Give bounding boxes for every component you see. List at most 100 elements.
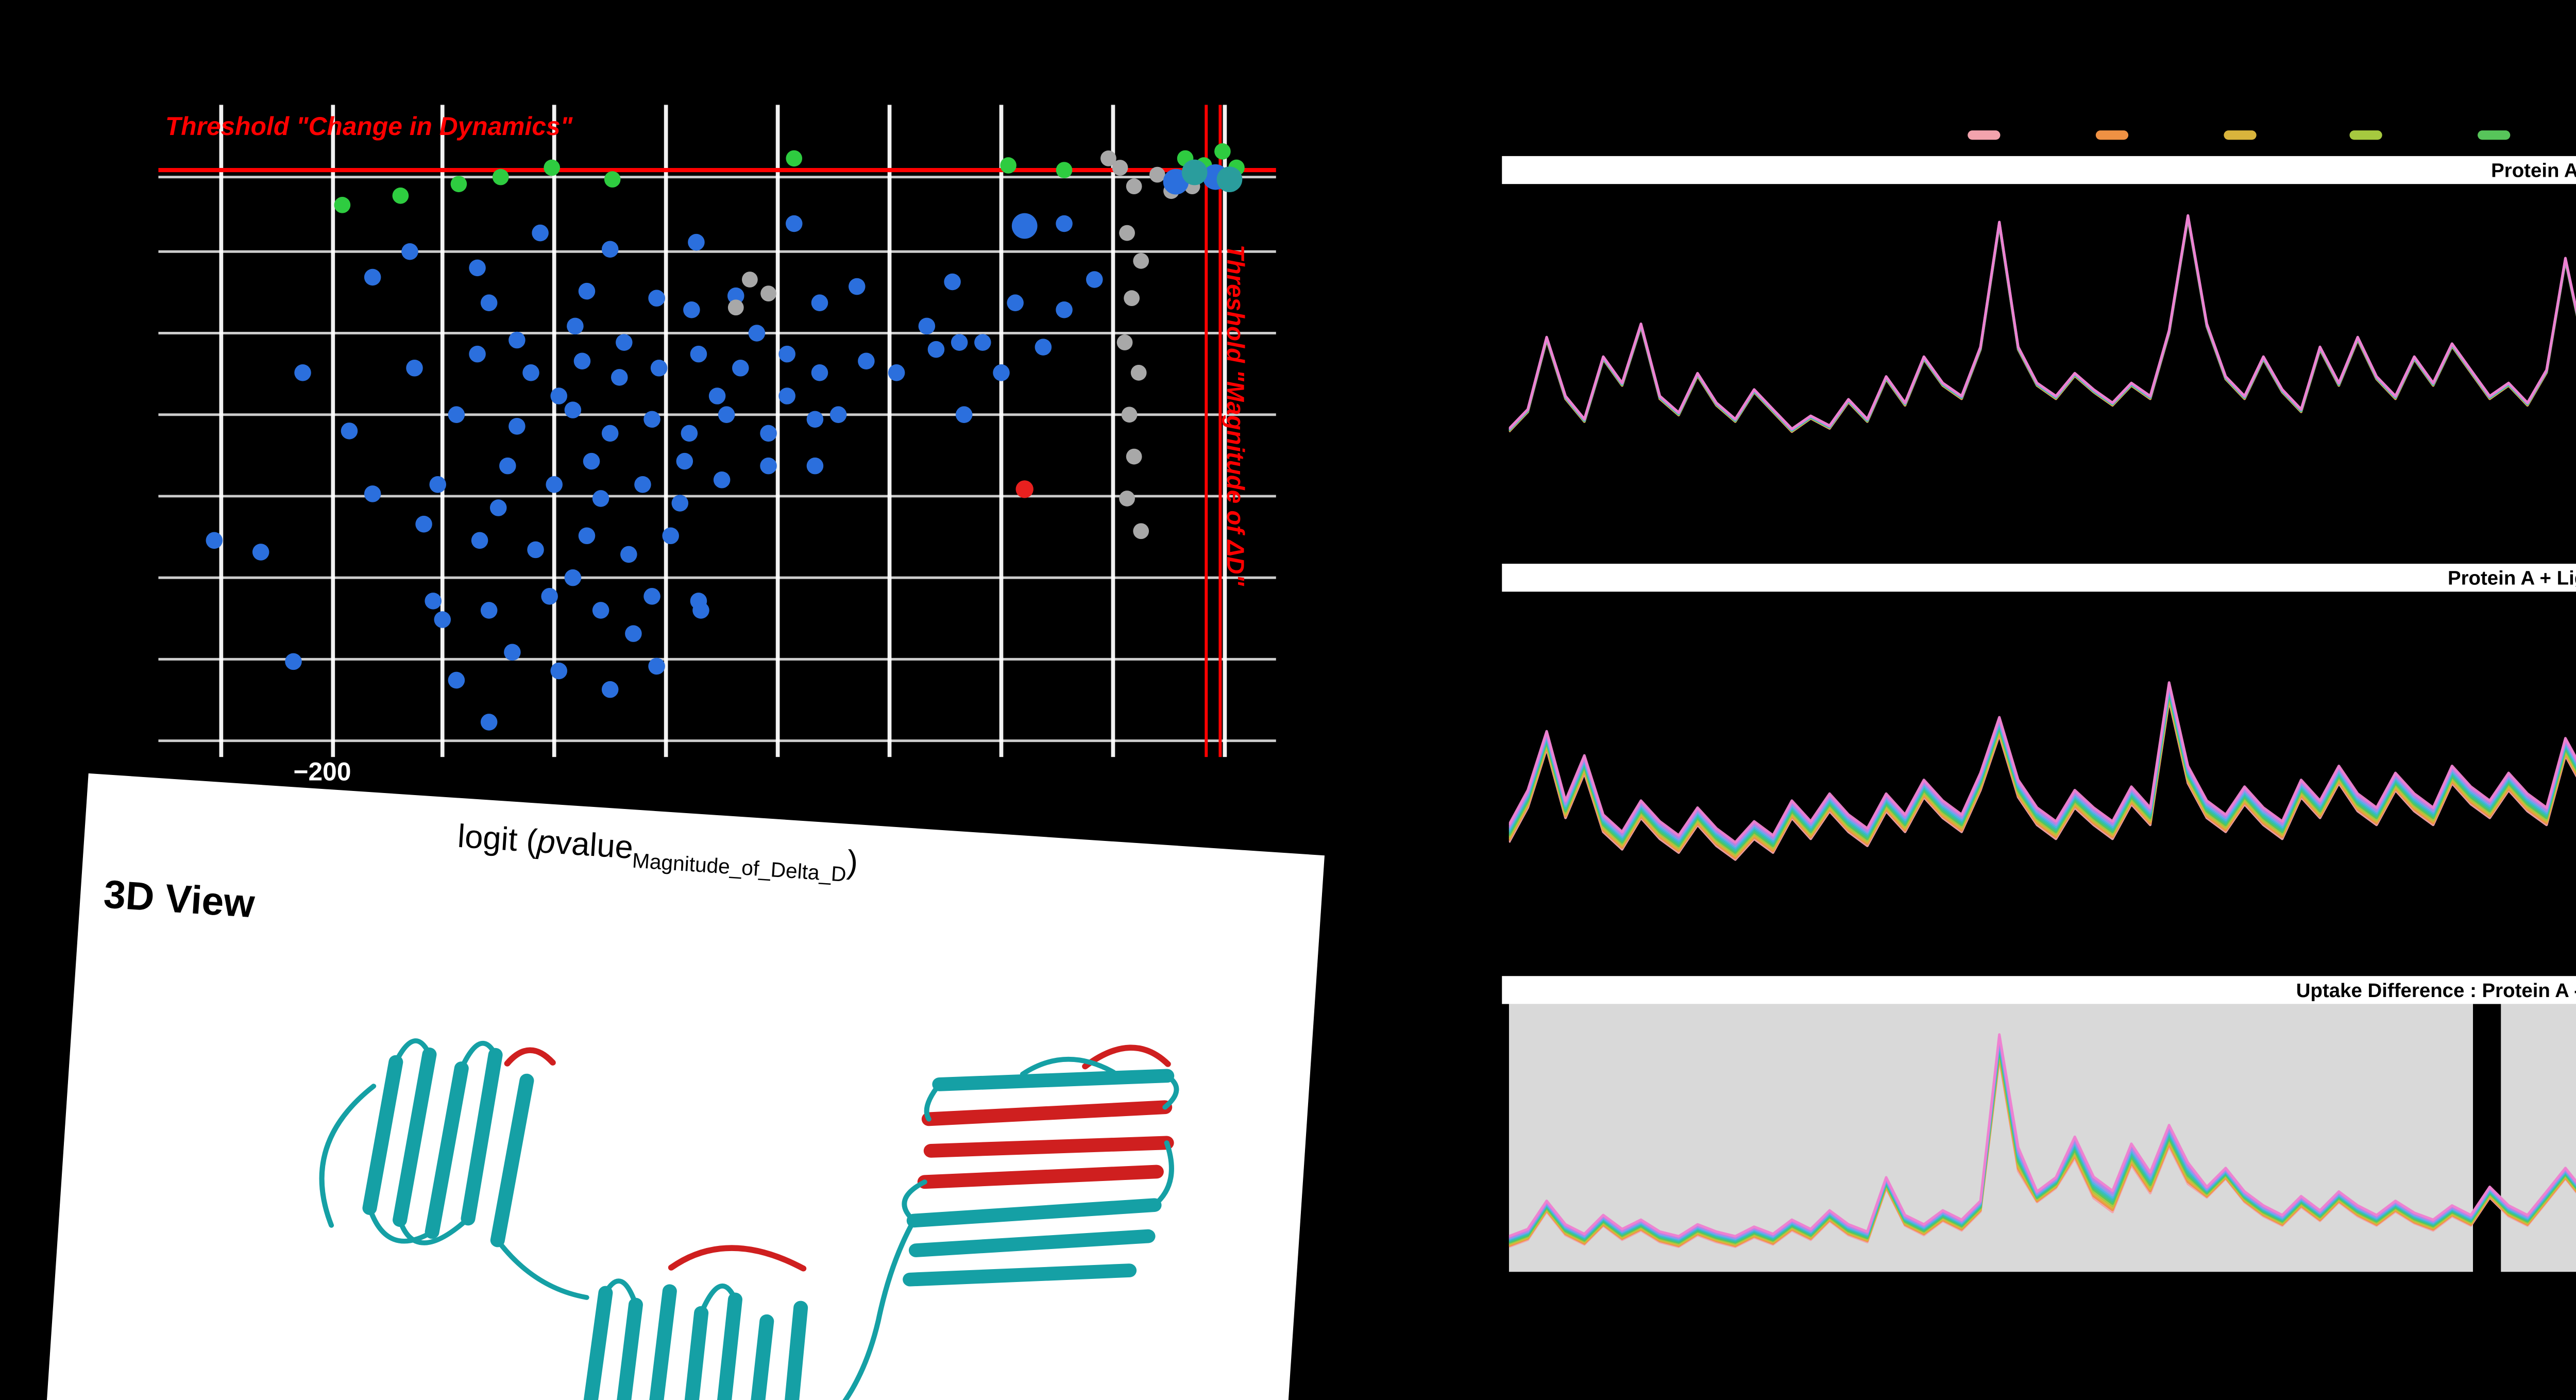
uptake-line-series[interactable] — [1509, 618, 2576, 852]
volcano-point[interactable] — [648, 290, 665, 307]
uptake-canvas-protein-a[interactable] — [1509, 187, 2576, 548]
volcano-point[interactable] — [1100, 150, 1116, 166]
volcano-point[interactable] — [601, 681, 619, 698]
volcano-point[interactable] — [469, 259, 486, 277]
volcano-point[interactable] — [1130, 364, 1147, 381]
volcano-point[interactable] — [708, 387, 726, 404]
uptake-line-series[interactable] — [1509, 622, 2576, 854]
volcano-point[interactable] — [1214, 143, 1231, 160]
volcano-point[interactable] — [732, 360, 749, 377]
volcano-point[interactable] — [625, 625, 642, 642]
volcano-point[interactable] — [1056, 215, 1073, 232]
volcano-point[interactable] — [592, 602, 609, 619]
volcano-point[interactable] — [544, 159, 561, 176]
volcano-point[interactable] — [692, 602, 709, 619]
volcano-point[interactable] — [676, 452, 693, 470]
volcano-point-large[interactable] — [1216, 166, 1243, 192]
volcano-point[interactable] — [718, 406, 735, 423]
volcano-point[interactable] — [406, 360, 423, 377]
volcano-point[interactable] — [504, 644, 521, 661]
uptake-line-series[interactable] — [1509, 214, 2576, 430]
uptake-line-series[interactable] — [1509, 632, 2576, 859]
volcano-point[interactable] — [509, 331, 526, 349]
uptake-line-series[interactable] — [1509, 612, 2576, 849]
volcano-point[interactable] — [364, 268, 381, 286]
protein-ribbon[interactable] — [172, 921, 1276, 1400]
uptake-chart-protein-a-ligand[interactable] — [1509, 594, 2576, 974]
legend-item[interactable] — [2478, 131, 2511, 139]
volcano-point[interactable] — [541, 588, 558, 605]
legend-item[interactable] — [2350, 131, 2383, 139]
volcano-point[interactable] — [252, 544, 269, 561]
volcano-point[interactable] — [611, 369, 628, 386]
volcano-point[interactable] — [1007, 294, 1024, 311]
volcano-point[interactable] — [1035, 339, 1052, 356]
volcano-point[interactable] — [480, 294, 498, 311]
volcano-point[interactable] — [727, 299, 744, 316]
volcano-point[interactable] — [471, 532, 488, 549]
legend-item[interactable] — [1968, 131, 2001, 139]
volcano-point[interactable] — [713, 471, 731, 488]
volcano-point[interactable] — [425, 593, 442, 610]
volcano-point[interactable] — [401, 243, 418, 260]
volcano-point[interactable] — [448, 671, 465, 689]
uptake-line-series[interactable] — [1509, 216, 2576, 451]
volcano-point[interactable] — [785, 215, 803, 232]
volcano-point[interactable] — [567, 317, 584, 335]
volcano-point[interactable] — [1121, 407, 1138, 423]
volcano-point[interactable] — [681, 425, 698, 442]
volcano-point[interactable] — [806, 411, 824, 428]
volcano-point[interactable] — [550, 387, 568, 404]
volcano-point[interactable] — [650, 360, 668, 377]
uptake-difference-chart[interactable] — [1509, 1004, 2576, 1272]
volcano-point[interactable] — [499, 457, 516, 475]
volcano-point[interactable] — [955, 406, 973, 423]
volcano-point[interactable] — [1133, 523, 1149, 539]
volcano-point-large[interactable] — [1011, 213, 1038, 239]
volcano-point[interactable] — [778, 345, 795, 363]
volcano-point[interactable] — [1124, 290, 1140, 307]
volcano-point[interactable] — [727, 287, 744, 305]
legend-item[interactable] — [2095, 131, 2128, 139]
uptake-line-series[interactable] — [1509, 216, 2576, 446]
volcano-point[interactable] — [1133, 252, 1149, 269]
uptake-line-series[interactable] — [1509, 608, 2576, 844]
volcano-point[interactable] — [564, 401, 582, 418]
volcano-point[interactable] — [492, 168, 509, 185]
volcano-point[interactable] — [648, 657, 665, 675]
volcano-point[interactable] — [509, 418, 526, 435]
volcano-point[interactable] — [683, 301, 700, 318]
volcano-point[interactable] — [592, 490, 609, 507]
uptake-difference-canvas[interactable] — [1509, 1004, 2576, 1272]
volcano-point[interactable] — [944, 273, 961, 291]
volcano-point[interactable] — [918, 317, 936, 335]
volcano-point[interactable] — [634, 476, 651, 493]
volcano-point[interactable] — [532, 224, 549, 242]
volcano-point-large[interactable] — [1181, 159, 1208, 185]
uptake-line-series[interactable] — [1509, 608, 2576, 846]
volcano-point[interactable] — [951, 334, 968, 351]
volcano-canvas[interactable] — [158, 105, 1276, 757]
volcano-point[interactable] — [564, 569, 582, 586]
volcano-point[interactable] — [601, 425, 619, 442]
volcano-point[interactable] — [616, 334, 633, 351]
volcano-point[interactable] — [742, 272, 758, 288]
volcano-point[interactable] — [974, 334, 991, 351]
volcano-point[interactable] — [786, 150, 803, 167]
volcano-point[interactable] — [206, 532, 223, 549]
volcano-point[interactable] — [480, 602, 498, 619]
volcano-point[interactable] — [748, 325, 766, 342]
uptake-chart-protein-a[interactable] — [1509, 187, 2576, 548]
volcano-point[interactable] — [690, 345, 707, 363]
volcano-point[interactable] — [578, 527, 596, 545]
volcano-point[interactable] — [760, 285, 776, 301]
uptake-line-series[interactable] — [1509, 608, 2576, 847]
volcano-point[interactable] — [334, 197, 351, 213]
volcano-point[interactable] — [601, 241, 619, 258]
volcano-point[interactable] — [1119, 225, 1135, 241]
volcano-point[interactable] — [760, 425, 777, 442]
volcano-point[interactable] — [858, 352, 875, 369]
volcano-point[interactable] — [480, 714, 498, 731]
volcano-point[interactable] — [1000, 157, 1016, 174]
volcano-point[interactable] — [1126, 178, 1142, 195]
